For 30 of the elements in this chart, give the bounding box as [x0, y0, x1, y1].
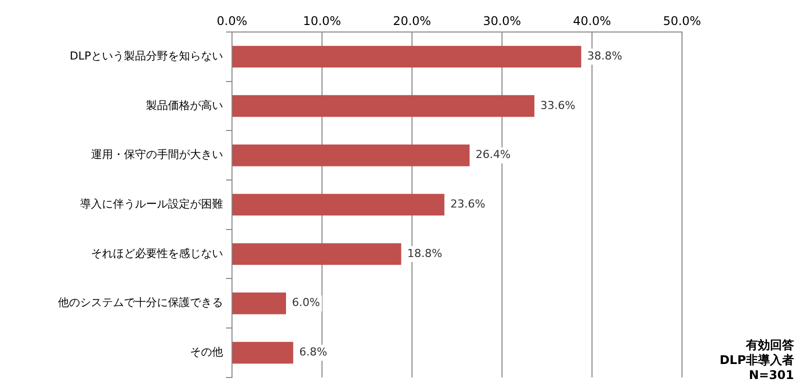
- bar: [232, 243, 402, 265]
- data-label: 23.6%: [450, 198, 486, 211]
- data-label: 38.8%: [587, 50, 622, 63]
- data-label: 18.8%: [407, 246, 442, 260]
- data-label: 6.8%: [299, 346, 328, 359]
- x-tick-label: 40.0%: [572, 14, 612, 28]
- bar: [232, 292, 286, 314]
- bar: [232, 194, 444, 216]
- y-tick-label: DLPという製品分野を知らない: [70, 50, 223, 63]
- text: DLP非導入者: [720, 353, 794, 368]
- data-label: 33.6%: [540, 98, 576, 112]
- y-tick-label: 導入に伴うルール設定が困難: [80, 198, 223, 211]
- y-tick-label: それほど必要性を感じない: [91, 246, 223, 260]
- y-tick-label: 製品価格が高い: [146, 98, 223, 112]
- data-label: 26.4%: [476, 148, 511, 162]
- text: 有効回答: [744, 338, 794, 353]
- x-tick-label: 0.0%: [216, 14, 248, 28]
- bar: [232, 46, 582, 68]
- bar: [232, 342, 294, 364]
- y-tick-label: その他: [190, 346, 223, 359]
- y-tick-label: 運用・保守の手間が大きい: [91, 148, 223, 162]
- y-tick-label: 他のシステムで十分に保護できる: [58, 296, 223, 310]
- x-tick-label: 10.0%: [302, 14, 342, 28]
- x-tick-label: 50.0%: [662, 14, 702, 28]
- bar: [232, 144, 470, 166]
- x-tick-label: 30.0%: [482, 14, 522, 28]
- bar: [232, 95, 534, 117]
- data-label: 6.0%: [292, 296, 320, 310]
- x-tick-label: 20.0%: [392, 14, 432, 28]
- text: N=301: [748, 368, 794, 383]
